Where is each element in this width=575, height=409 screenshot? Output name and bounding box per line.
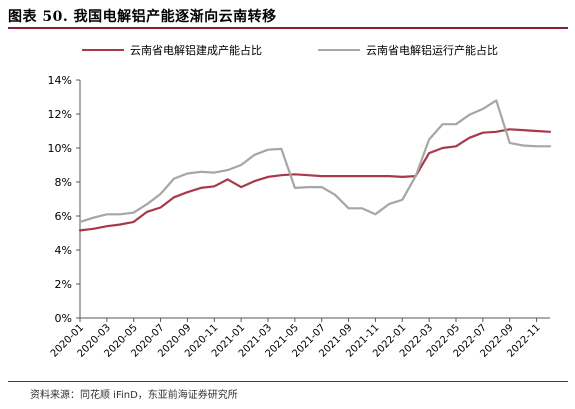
y-tick-label-4: 8% [55, 176, 72, 189]
legend: 云南省电解铝建成产能占比 云南省电解铝运行产能占比 [0, 42, 575, 58]
y-tick-label-1: 2% [55, 278, 72, 291]
y-tick-label-2: 4% [55, 244, 72, 257]
source-rule [8, 381, 568, 382]
y-tick-label-5: 10% [48, 142, 72, 155]
series-line-0 [78, 128, 552, 232]
legend-label-built: 云南省电解铝建成产能占比 [130, 44, 262, 57]
figure-source: 资料来源：同花顺 iFinD，东亚前海证券研究所 [30, 390, 238, 401]
legend-item-built: 云南省电解铝建成产能占比 [82, 42, 262, 58]
legend-swatch-built [82, 49, 124, 51]
y-tick-label-6: 12% [48, 108, 72, 121]
legend-swatch-operating [318, 49, 360, 51]
legend-label-operating: 云南省电解铝运行产能占比 [366, 44, 498, 57]
legend-item-operating: 云南省电解铝运行产能占比 [318, 42, 498, 58]
figure-title: 图表 50. 我国电解铝产能逐渐向云南转移 [8, 9, 277, 25]
y-tick-label-3: 6% [55, 210, 72, 223]
series-line-1 [78, 99, 552, 223]
title-rule [8, 27, 568, 29]
y-tick-label-0: 0% [55, 312, 72, 325]
y-tick-label-7: 14% [48, 74, 72, 87]
